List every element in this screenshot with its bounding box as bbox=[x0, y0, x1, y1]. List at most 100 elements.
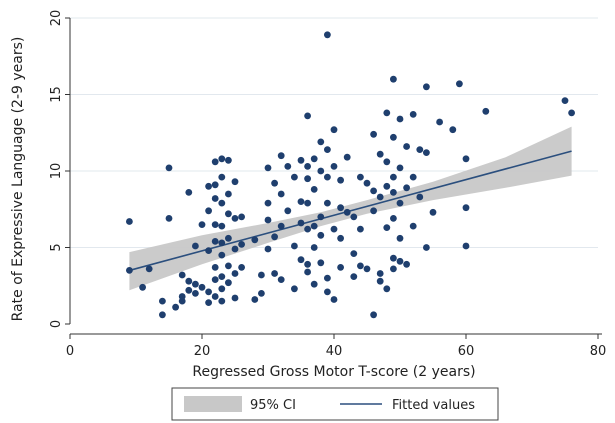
data-point bbox=[225, 234, 232, 242]
data-point bbox=[330, 126, 338, 134]
data-point bbox=[383, 182, 391, 190]
data-point bbox=[218, 173, 226, 181]
data-point bbox=[317, 213, 325, 221]
data-point bbox=[125, 218, 133, 225]
data-point bbox=[251, 296, 259, 303]
data-point bbox=[423, 244, 430, 251]
data-point bbox=[159, 311, 166, 319]
data-point bbox=[218, 273, 226, 280]
data-point bbox=[357, 173, 364, 181]
data-point bbox=[284, 207, 292, 215]
data-point bbox=[178, 293, 186, 300]
data-point bbox=[343, 208, 351, 216]
data-point bbox=[218, 222, 226, 230]
data-point bbox=[363, 179, 371, 187]
data-point bbox=[390, 173, 397, 181]
data-point bbox=[330, 163, 338, 170]
data-point bbox=[218, 251, 226, 259]
x-tick-label: 40 bbox=[326, 344, 343, 359]
data-point bbox=[449, 126, 457, 134]
data-point bbox=[310, 244, 318, 251]
data-point bbox=[211, 158, 219, 166]
data-point bbox=[304, 163, 311, 170]
data-point bbox=[456, 80, 463, 88]
data-point bbox=[264, 245, 272, 253]
data-point bbox=[310, 280, 318, 288]
data-point bbox=[211, 264, 219, 271]
data-point bbox=[304, 112, 311, 120]
data-point bbox=[409, 222, 417, 230]
data-point bbox=[205, 299, 213, 306]
data-point bbox=[310, 186, 318, 193]
data-point bbox=[429, 208, 437, 216]
data-point bbox=[324, 31, 331, 39]
tick-labels: 0 5 10 15 20 0 20 40 60 80 bbox=[49, 10, 606, 359]
data-point bbox=[370, 311, 377, 319]
legend-swatch-ci-band bbox=[184, 396, 242, 412]
data-point bbox=[225, 210, 232, 218]
y-axis-title: Rate of Expressive Language (2-9 years) bbox=[10, 37, 26, 322]
data-point bbox=[416, 193, 424, 201]
data-point bbox=[211, 293, 219, 300]
data-point bbox=[376, 150, 384, 158]
data-point bbox=[357, 225, 364, 233]
data-point bbox=[330, 225, 338, 233]
data-point bbox=[297, 219, 305, 227]
data-point bbox=[390, 265, 397, 273]
data-point bbox=[350, 273, 358, 280]
x-tick-label: 0 bbox=[66, 344, 74, 359]
data-point bbox=[218, 199, 226, 207]
legend-label-ci: 95% CI bbox=[250, 398, 296, 413]
data-point bbox=[324, 146, 331, 154]
data-point bbox=[198, 221, 206, 229]
data-point bbox=[205, 182, 213, 190]
data-point bbox=[139, 283, 147, 291]
data-point bbox=[337, 234, 344, 242]
data-point bbox=[185, 286, 193, 294]
y-tick-label: 5 bbox=[49, 243, 64, 251]
data-point bbox=[357, 262, 364, 270]
data-point bbox=[304, 225, 311, 233]
data-point bbox=[172, 303, 180, 311]
x-tick-label: 60 bbox=[458, 344, 475, 359]
data-point bbox=[383, 224, 391, 232]
data-point bbox=[258, 290, 265, 297]
data-point bbox=[330, 296, 338, 303]
data-point bbox=[258, 271, 265, 279]
data-point bbox=[297, 156, 305, 164]
data-point bbox=[317, 138, 325, 146]
data-point bbox=[277, 276, 285, 283]
y-tick-label: 15 bbox=[49, 86, 64, 103]
fitted-line-layer bbox=[129, 150, 572, 272]
data-point bbox=[376, 193, 384, 201]
data-point bbox=[231, 294, 239, 302]
data-point bbox=[409, 111, 417, 118]
data-point bbox=[225, 190, 232, 198]
data-point bbox=[251, 236, 259, 244]
data-point bbox=[363, 265, 371, 273]
data-point bbox=[350, 250, 358, 257]
data-point bbox=[376, 270, 384, 277]
data-point bbox=[225, 279, 232, 287]
data-point bbox=[125, 267, 133, 274]
data-point bbox=[284, 163, 292, 170]
data-point bbox=[403, 184, 410, 192]
data-point bbox=[211, 195, 219, 202]
data-point bbox=[403, 143, 410, 150]
data-point bbox=[324, 274, 331, 282]
data-point bbox=[211, 181, 219, 189]
data-point bbox=[218, 239, 226, 247]
data-point bbox=[337, 204, 344, 212]
data-point bbox=[264, 216, 272, 224]
data-point bbox=[291, 285, 298, 293]
data-point bbox=[238, 241, 246, 248]
data-point bbox=[225, 262, 232, 270]
ci-band-layer bbox=[129, 126, 572, 291]
data-point bbox=[436, 118, 443, 126]
data-point bbox=[324, 173, 331, 181]
data-point bbox=[271, 179, 278, 187]
data-point bbox=[376, 277, 384, 285]
